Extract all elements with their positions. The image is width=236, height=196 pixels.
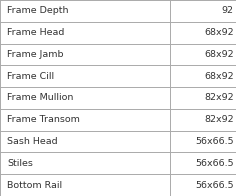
Text: Frame Mullion: Frame Mullion xyxy=(7,93,73,103)
Text: 68x92: 68x92 xyxy=(204,50,234,59)
Text: 82x92: 82x92 xyxy=(204,115,234,124)
Text: 56x66.5: 56x66.5 xyxy=(195,181,234,190)
Text: Frame Jamb: Frame Jamb xyxy=(7,50,63,59)
Text: Frame Cill: Frame Cill xyxy=(7,72,54,81)
Text: Frame Depth: Frame Depth xyxy=(7,6,69,15)
Text: 68x92: 68x92 xyxy=(204,28,234,37)
Text: Frame Transom: Frame Transom xyxy=(7,115,80,124)
Text: 68x92: 68x92 xyxy=(204,72,234,81)
Text: Frame Head: Frame Head xyxy=(7,28,64,37)
Text: 82x92: 82x92 xyxy=(204,93,234,103)
Text: Bottom Rail: Bottom Rail xyxy=(7,181,62,190)
Text: Sash Head: Sash Head xyxy=(7,137,58,146)
Text: 56x66.5: 56x66.5 xyxy=(195,159,234,168)
Text: 92: 92 xyxy=(222,6,234,15)
Text: Stiles: Stiles xyxy=(7,159,33,168)
Text: 56x66.5: 56x66.5 xyxy=(195,137,234,146)
